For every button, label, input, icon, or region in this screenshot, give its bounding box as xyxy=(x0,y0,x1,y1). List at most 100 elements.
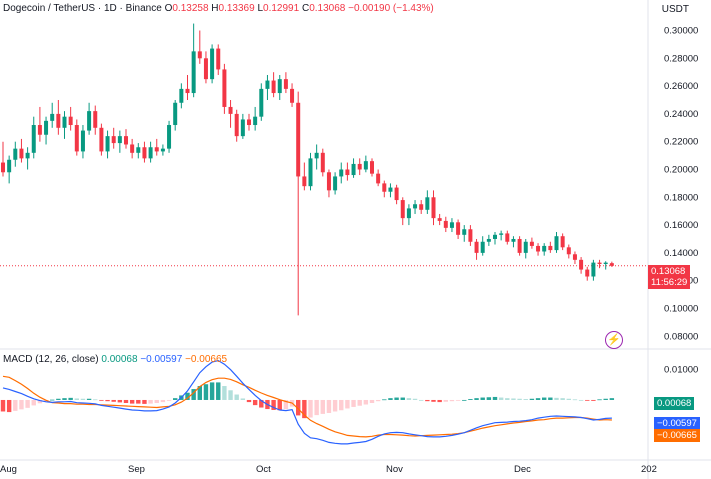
candle-body xyxy=(265,80,270,89)
candle-body xyxy=(474,241,479,253)
candle-body xyxy=(566,247,571,255)
macd-histogram-bar xyxy=(523,399,528,400)
price-tick-label: 0.22000 xyxy=(664,137,698,148)
macd-line-legend-value: −0.00597 xyxy=(140,354,183,365)
candle-body xyxy=(136,147,141,153)
macd-histogram-bar xyxy=(425,399,430,402)
candle-body xyxy=(50,113,55,121)
time-tick-label: Nov xyxy=(386,464,403,475)
macd-histogram-bar xyxy=(505,398,510,400)
candle-body xyxy=(283,79,288,89)
candle-body xyxy=(314,152,319,159)
macd-title[interactable]: MACD (12, 26, close) xyxy=(3,354,99,365)
candle-body xyxy=(302,176,307,187)
candle-body xyxy=(536,245,541,252)
macd-histogram-bar xyxy=(591,399,596,401)
macd-histogram-bar xyxy=(394,397,399,400)
macd-histogram-bar xyxy=(486,397,492,400)
candle-body xyxy=(308,158,313,187)
time-tick-label: Dec xyxy=(514,464,531,475)
macd-histogram-bar xyxy=(468,399,473,400)
time-tick-label: Sep xyxy=(128,464,145,475)
candle-body xyxy=(253,116,258,126)
macd-histogram-bar xyxy=(431,399,436,402)
macd-histogram-bar xyxy=(554,397,559,400)
candle-body xyxy=(185,88,190,94)
macd-histogram-bar xyxy=(283,399,289,410)
macd-histogram-bar xyxy=(209,382,215,400)
candle-body xyxy=(603,262,608,264)
macd-histogram-bar xyxy=(480,397,485,400)
macd-histogram-bar xyxy=(166,399,172,401)
candle-body xyxy=(80,130,85,152)
candle-body xyxy=(1,162,5,173)
candle-body xyxy=(370,161,374,174)
candle-body xyxy=(357,163,362,170)
candle-body xyxy=(511,238,516,242)
candle-body xyxy=(222,69,227,107)
macd-histogram-bar xyxy=(443,399,448,402)
price-tick-label: 0.18000 xyxy=(664,192,698,203)
candle-body xyxy=(560,236,565,248)
macd-histogram-bar xyxy=(160,399,166,403)
lightning-bolt-icon[interactable]: ⚡ xyxy=(605,331,623,349)
candle-body xyxy=(173,102,178,126)
price-tick-label: 0.16000 xyxy=(664,220,698,231)
macd-histogram-bar xyxy=(80,398,86,400)
macd-histogram-bar xyxy=(603,398,608,400)
candle-body xyxy=(425,197,430,210)
macd-histogram-bar xyxy=(572,399,578,401)
macd-histogram-bar xyxy=(302,399,307,419)
macd-histogram-bar xyxy=(578,399,584,401)
price-tick-label: 0.26000 xyxy=(664,81,698,92)
macd-histogram-bar xyxy=(93,399,98,401)
candle-body xyxy=(117,136,122,144)
macd-histogram-bar xyxy=(129,399,135,404)
ohlc-close: C0.13068 xyxy=(301,3,346,14)
currency-label[interactable]: USDT xyxy=(661,4,689,15)
last-price-tag: 0.13068 11:56:29 xyxy=(648,265,691,289)
price-tick-label: 0.10000 xyxy=(664,303,698,314)
macd-histogram-bar xyxy=(400,397,405,400)
candle-body xyxy=(62,116,67,128)
candle-body xyxy=(333,176,338,191)
macd-histogram-bar xyxy=(222,386,227,400)
macd-histogram-bar xyxy=(498,397,504,400)
candle-body xyxy=(277,79,282,94)
candle-body xyxy=(363,161,368,170)
candle-body xyxy=(462,229,467,235)
macd-histogram-bar xyxy=(449,399,455,402)
macd-legend: MACD (12, 26, close) 0.00068 −0.00597 −0… xyxy=(3,354,227,365)
candle-body xyxy=(413,204,418,209)
macd-histogram-bar xyxy=(246,399,252,403)
macd-histogram-bar xyxy=(412,398,418,400)
candle-body xyxy=(554,236,559,251)
candle-body xyxy=(290,88,295,103)
last-price-value: 0.13068 xyxy=(651,266,686,277)
candle-body xyxy=(99,127,104,152)
candle-body xyxy=(468,229,473,242)
candle-body xyxy=(579,259,584,270)
macd-histogram-bar xyxy=(437,399,442,403)
candle-body xyxy=(529,241,534,246)
macd-histogram-bar xyxy=(86,398,92,400)
macd-histogram-bar xyxy=(99,399,104,401)
macd-histogram-bar xyxy=(474,398,479,400)
candle-body xyxy=(37,125,42,135)
candle-body xyxy=(376,173,381,184)
macd-histogram-bar xyxy=(37,399,43,404)
candle-body xyxy=(148,147,153,159)
macd-histogram-bar xyxy=(185,392,190,400)
candle-body xyxy=(548,245,553,251)
symbol-title[interactable]: Dogecoin / TetherUS · 1D · Binance xyxy=(3,3,162,14)
macd-histogram-bar xyxy=(228,390,233,400)
candle-body xyxy=(167,125,172,149)
macd-histogram-bar xyxy=(308,399,313,418)
candle-body xyxy=(210,48,215,80)
macd-histogram-bar xyxy=(19,399,24,410)
macd-histogram-bar xyxy=(6,399,12,413)
candle-body xyxy=(493,234,497,239)
macd-histogram-bar xyxy=(0,399,6,412)
